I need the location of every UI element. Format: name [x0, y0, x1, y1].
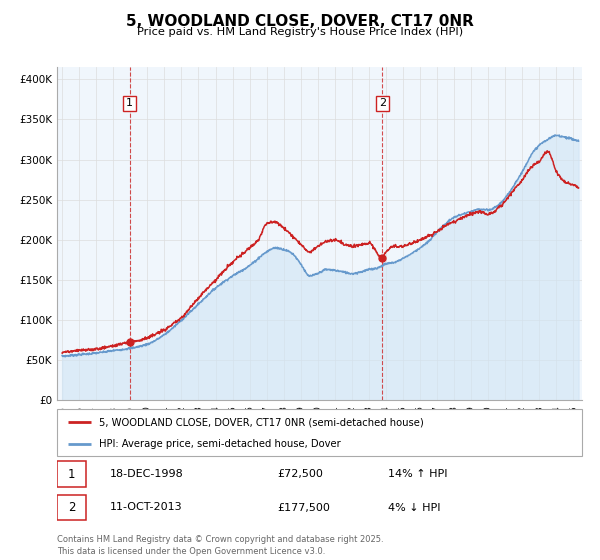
FancyBboxPatch shape — [57, 409, 582, 456]
Text: £72,500: £72,500 — [277, 469, 323, 479]
Text: 2: 2 — [379, 99, 386, 108]
Text: 14% ↑ HPI: 14% ↑ HPI — [388, 469, 447, 479]
Text: HPI: Average price, semi-detached house, Dover: HPI: Average price, semi-detached house,… — [99, 439, 341, 449]
Text: 18-DEC-1998: 18-DEC-1998 — [110, 469, 183, 479]
Text: 5, WOODLAND CLOSE, DOVER, CT17 0NR (semi-detached house): 5, WOODLAND CLOSE, DOVER, CT17 0NR (semi… — [99, 417, 424, 427]
Text: 11-OCT-2013: 11-OCT-2013 — [110, 502, 182, 512]
FancyBboxPatch shape — [57, 494, 86, 520]
Text: £177,500: £177,500 — [277, 502, 331, 512]
Text: Contains HM Land Registry data © Crown copyright and database right 2025.
This d: Contains HM Land Registry data © Crown c… — [57, 535, 383, 556]
Text: 1: 1 — [68, 468, 75, 480]
Text: 4% ↓ HPI: 4% ↓ HPI — [388, 502, 440, 512]
Text: 2: 2 — [68, 501, 75, 514]
Text: 5, WOODLAND CLOSE, DOVER, CT17 0NR: 5, WOODLAND CLOSE, DOVER, CT17 0NR — [126, 14, 474, 29]
Text: 1: 1 — [126, 99, 133, 108]
FancyBboxPatch shape — [57, 461, 86, 487]
Text: Price paid vs. HM Land Registry's House Price Index (HPI): Price paid vs. HM Land Registry's House … — [137, 27, 463, 37]
